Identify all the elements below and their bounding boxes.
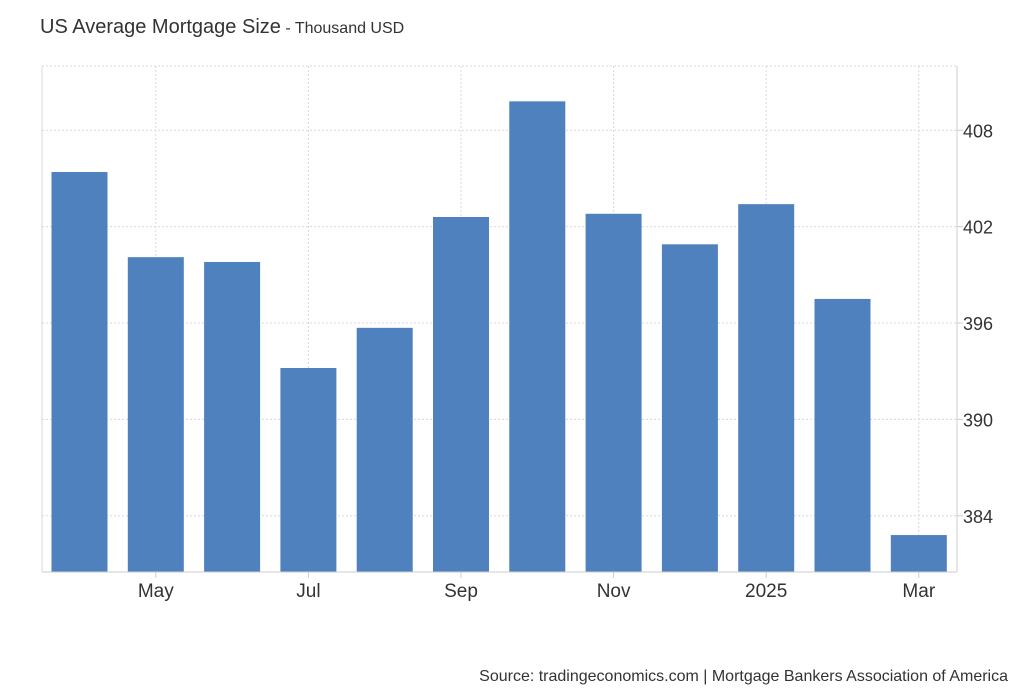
bar <box>890 535 947 572</box>
bar <box>814 298 871 572</box>
bar <box>433 216 489 572</box>
bar <box>585 213 642 573</box>
chart-subtitle: - Thousand USD <box>280 20 405 37</box>
y-tick-label: 402 <box>963 218 993 238</box>
source-note: Source: tradingeconomics.com | Mortgage … <box>479 668 1008 685</box>
bar <box>509 101 566 572</box>
x-tick-label: 2025 <box>745 581 787 602</box>
x-tick-label: Sep <box>444 581 478 602</box>
y-tick-label: 390 <box>963 410 993 430</box>
axis-layer <box>42 66 963 578</box>
bar <box>51 172 108 572</box>
bar <box>280 367 337 572</box>
bar <box>661 244 718 573</box>
y-tick-label: 396 <box>963 314 993 334</box>
bar <box>127 257 184 572</box>
y-tick-label: 408 <box>963 121 993 141</box>
bar <box>204 261 261 572</box>
labels-layer: 384 390 396 402 408 May Jul Sep Nov 2025 Mar <box>138 121 993 602</box>
chart-title-text: US Average Mortgage Size <box>40 16 281 38</box>
x-tick-label: Mar <box>902 581 935 602</box>
chart-title: US Average Mortgage Size - Thousand USD <box>40 16 404 39</box>
bar <box>738 204 795 572</box>
y-tick-label: 384 <box>963 507 993 527</box>
x-tick-label: Nov <box>597 581 631 602</box>
x-tick-label: May <box>138 581 174 602</box>
x-tick-label: Jul <box>296 581 320 602</box>
bars-layer <box>51 101 947 573</box>
bar <box>356 327 413 572</box>
